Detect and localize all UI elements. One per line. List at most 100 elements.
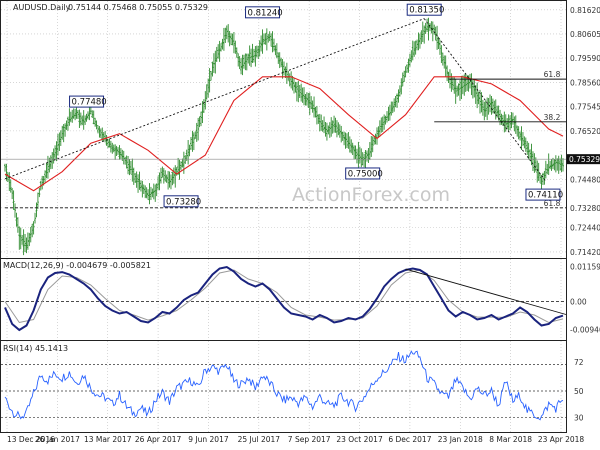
y-tick-label: 50	[574, 387, 584, 396]
price-bar	[423, 25, 426, 44]
price-bar	[135, 171, 138, 188]
price-bar	[34, 212, 37, 224]
price-bar	[293, 78, 296, 94]
price-bar	[65, 120, 68, 130]
price-bar	[251, 43, 254, 63]
price-bar	[88, 107, 91, 121]
price-bar	[384, 115, 387, 125]
price-bar	[509, 115, 512, 131]
price-bar	[547, 153, 550, 175]
x-tick-label: 26 Apr 2017	[135, 435, 182, 444]
price-bar	[310, 96, 313, 110]
price-bar	[204, 91, 207, 110]
price-bar	[178, 159, 181, 180]
price-bar	[235, 47, 238, 58]
price-bar	[72, 108, 75, 119]
price-bar	[450, 73, 453, 92]
price-bar	[400, 78, 403, 95]
price-bar	[390, 101, 393, 116]
price-bar	[373, 135, 376, 145]
price-bar	[313, 96, 316, 118]
price-bar	[62, 124, 65, 143]
price-bar	[510, 112, 513, 129]
macd-trendline	[405, 268, 567, 315]
price-bar	[15, 212, 18, 227]
fib-level-label: 61.8	[544, 199, 561, 208]
price-bar	[404, 66, 407, 78]
price-bar	[501, 114, 504, 126]
y-tick-label: 72	[574, 358, 584, 367]
price-bar	[212, 53, 215, 73]
price-annotation: 0.73280	[163, 195, 201, 208]
rsi-title: RSI(14) 45.1413	[3, 344, 68, 353]
price-bar	[411, 40, 414, 61]
trendline	[4, 18, 425, 180]
price-bar	[363, 153, 366, 168]
price-bar	[383, 114, 386, 130]
price-bar	[431, 21, 434, 42]
price-bar	[377, 126, 380, 138]
price-bar	[264, 33, 267, 45]
price-bar	[397, 89, 400, 103]
price-bar	[240, 58, 243, 75]
moving-average-line	[4, 76, 564, 192]
price-bar	[85, 113, 88, 122]
price-bar	[440, 45, 443, 64]
x-tick-label: 13 Mar 2017	[84, 435, 132, 444]
price-bar	[291, 75, 294, 91]
price-bar	[147, 189, 150, 200]
price-bar	[330, 117, 333, 137]
price-bar	[134, 173, 137, 183]
price-bar	[504, 114, 507, 132]
price-bar	[441, 52, 444, 66]
price-bar	[61, 125, 64, 140]
price-bar	[414, 40, 417, 55]
price-bar	[434, 26, 437, 41]
y-tick-label: 0.74480	[570, 175, 600, 184]
price-bar	[64, 123, 67, 137]
price-bar	[376, 127, 378, 145]
price-bar	[553, 159, 556, 171]
price-bar	[118, 145, 121, 160]
price-bar	[470, 73, 473, 96]
y-tick-label: 0.80605	[570, 30, 600, 39]
price-bar	[361, 152, 364, 166]
x-tick-label: 7 Sep 2017	[288, 435, 331, 444]
price-bar	[323, 116, 326, 134]
price-bar	[125, 155, 128, 169]
price-bar	[11, 187, 14, 200]
price-bar	[99, 128, 102, 138]
price-bar	[132, 167, 135, 185]
price-bar	[152, 183, 155, 200]
price-bar	[227, 24, 230, 43]
price-bar	[141, 180, 144, 198]
price-bar	[195, 122, 198, 142]
price-bar	[371, 136, 374, 153]
price-bar	[444, 55, 447, 77]
price-bar	[122, 150, 125, 165]
price-bar	[139, 180, 142, 192]
price-bar	[270, 33, 273, 47]
macd-signal-line	[4, 269, 564, 324]
price-bar	[304, 94, 307, 106]
y-tick-label: 0.79590	[570, 54, 600, 63]
price-bar	[111, 142, 114, 154]
price-bar	[477, 91, 480, 105]
price-bar	[506, 118, 509, 130]
price-bar	[533, 153, 536, 173]
price-bar	[69, 111, 72, 123]
price-bar	[124, 156, 127, 165]
price-bar	[49, 155, 52, 170]
price-bar	[368, 142, 371, 161]
price-bar	[200, 111, 203, 127]
y-tick-label: -0.009408	[570, 326, 600, 335]
price-bar	[519, 131, 522, 141]
price-bar	[197, 117, 200, 141]
price-bar	[303, 87, 306, 106]
y-tick-label: 0.71420	[570, 248, 600, 257]
price-bar	[438, 39, 441, 55]
price-bar	[305, 92, 308, 106]
price-bar	[408, 53, 411, 67]
price-bar	[290, 71, 293, 89]
price-bar	[59, 130, 62, 146]
